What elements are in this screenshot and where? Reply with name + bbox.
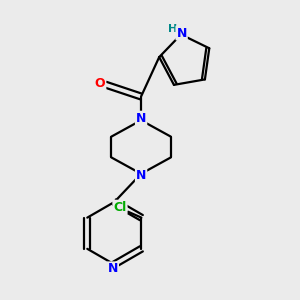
Text: O: O [95,76,105,90]
Text: N: N [136,169,146,182]
Text: N: N [136,112,146,125]
Text: N: N [108,262,118,275]
Text: N: N [176,26,187,40]
Text: H: H [168,24,177,34]
Text: Cl: Cl [113,201,127,214]
